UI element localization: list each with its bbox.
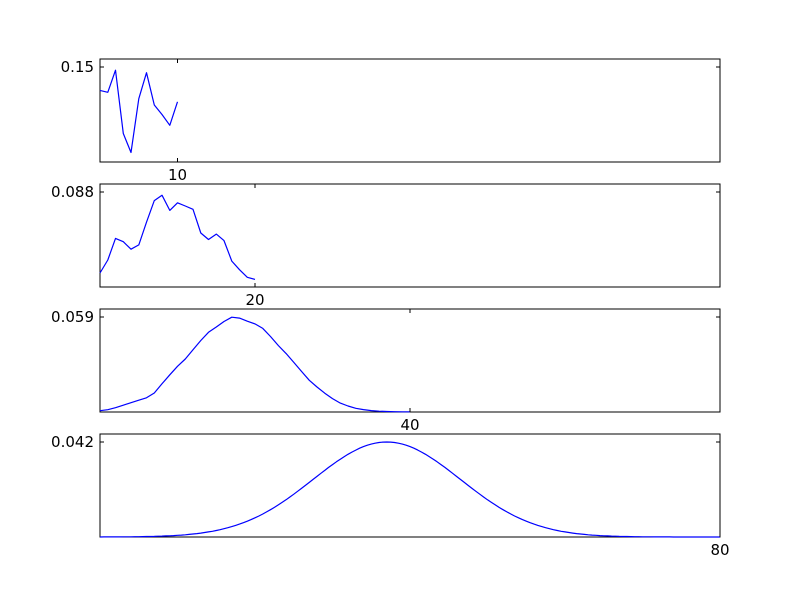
subplot-3-x-tick-label: 40 — [400, 416, 419, 434]
subplot-3-series-line — [99, 316, 410, 413]
subplot-3: 40 0.059 — [51, 308, 721, 434]
subplot-1-y-tick-label: 0.15 — [61, 58, 94, 76]
subplot-4-frame — [99, 433, 721, 538]
subplot-1: 10 0.15 — [61, 58, 721, 184]
subplot-1-x-tick-label: 10 — [168, 166, 187, 184]
subplot-2-x-tick-label: 20 — [245, 291, 264, 309]
subplot-1-frame — [99, 58, 721, 163]
subplot-2-y-tick-label: 0.088 — [51, 183, 94, 201]
subplot-4: 80 0.042 — [51, 433, 730, 559]
subplot-2: 20 0.088 — [51, 183, 721, 309]
subplot-1-series-line — [99, 69, 179, 154]
subplot-3-y-tick-label: 0.059 — [51, 308, 94, 326]
subplot-4-x-tick-label: 80 — [710, 541, 729, 559]
subplot-3-frame — [99, 308, 721, 413]
subplot-2-frame — [99, 183, 721, 288]
subplot-4-series-line — [99, 441, 720, 538]
subplot-2-series-line — [99, 194, 256, 280]
subplot-4-y-tick-label: 0.042 — [51, 433, 94, 451]
